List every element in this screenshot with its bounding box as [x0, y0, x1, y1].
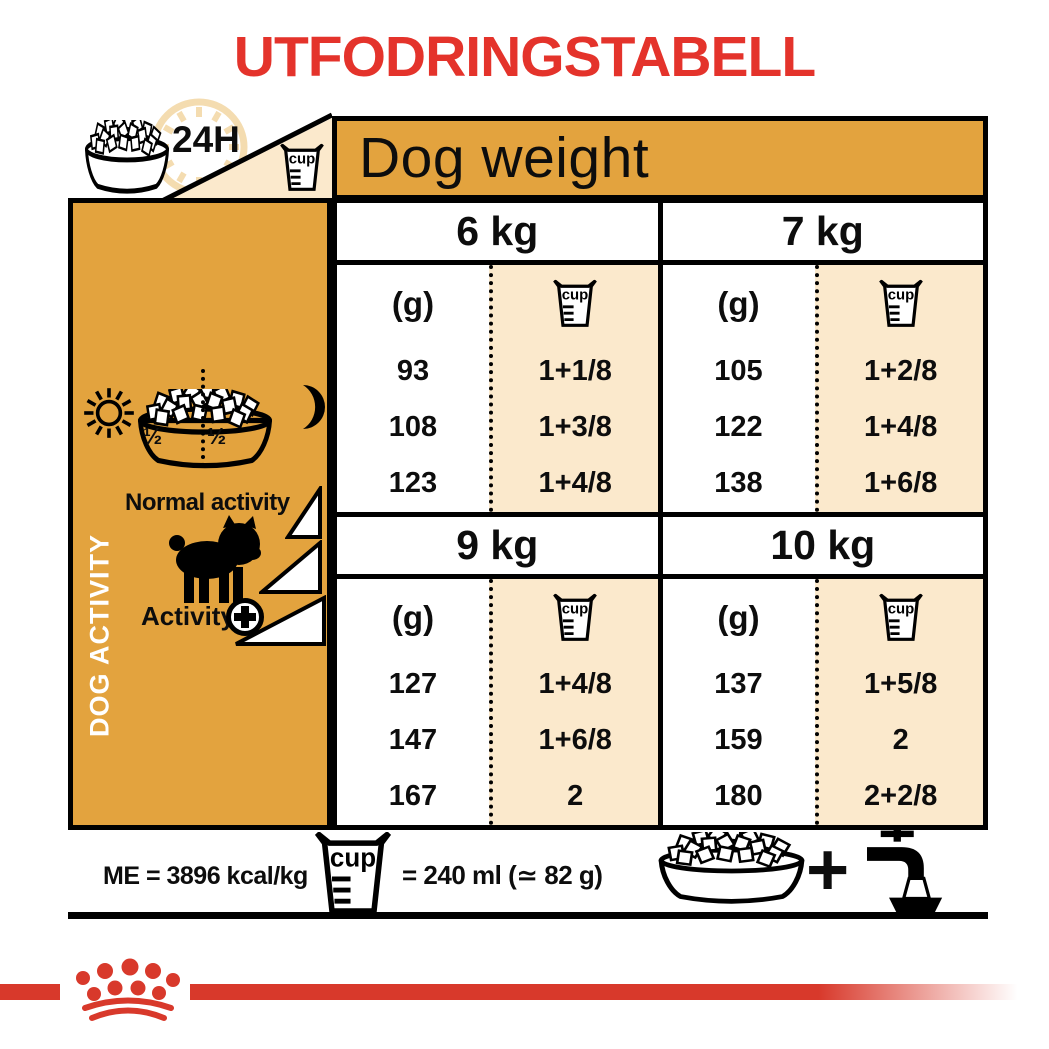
- cups-value: 1+4/8: [864, 410, 938, 443]
- dog-weight-band: Dog weight: [332, 116, 988, 200]
- cup-equivalence-label: = 240 ml (≃ 82 g): [402, 860, 603, 890]
- cups-value: 1+6/8: [538, 724, 612, 756]
- weight-header-10kg: 10 kg: [770, 521, 876, 568]
- page-title: UTFODRINGSTABELL: [233, 25, 816, 89]
- dog-activity-label: DOG ACTIVITY: [84, 533, 115, 737]
- table-cell-9kg: (g) 127 147 167 1+4/8 1+6/8 2: [337, 578, 663, 825]
- cups-value: 2: [567, 780, 584, 813]
- measuring-cup-icon: [313, 832, 393, 916]
- dog-activity-sidebar: ½ ½ DOG ACTIVITY Normal activity: [68, 198, 332, 830]
- weight-header-row: 9 kg 10 kg: [337, 516, 983, 579]
- dog-weight-label: Dog weight: [359, 126, 650, 190]
- half-ration-right: ½: [207, 423, 227, 449]
- measuring-cup-icon: [879, 279, 923, 329]
- grams-header: (g): [717, 598, 760, 636]
- duration-label: 24H: [172, 119, 240, 160]
- measuring-cup-icon: [553, 593, 597, 643]
- grams-value: 167: [388, 780, 438, 813]
- feeding-table: 6 kg 7 kg (g) 93 108 123 1+1/8 1+3/8 1+4…: [332, 198, 988, 830]
- weight-header-7kg: 7 kg: [781, 208, 864, 254]
- measuring-cup-icon: [280, 142, 324, 194]
- grams-value: 123: [388, 466, 438, 499]
- table-cell-7kg: (g) 105 122 138 1+2/8 1+4/8 1+6/8: [663, 265, 983, 512]
- grams-value: 108: [388, 410, 438, 443]
- normal-activity-label: Normal activity: [125, 489, 290, 516]
- weight-header-row: 6 kg 7 kg: [337, 203, 983, 265]
- cups-value: 2+2/8: [864, 780, 938, 813]
- grams-value: 137: [714, 668, 763, 700]
- footer-divider: [68, 912, 988, 919]
- table-cell-6kg: (g) 93 108 123 1+1/8 1+3/8 1+4/8: [337, 265, 663, 512]
- table-cell-10kg: (g) 137 159 180 1+5/8 2 2+2/8: [663, 578, 983, 825]
- table-section-9-10kg: (g) 127 147 167 1+4/8 1+6/8 2 (g) 137 15…: [337, 578, 983, 825]
- split-dotted-line: [201, 369, 205, 467]
- cups-value: 1+4/8: [538, 466, 612, 499]
- activity-plus-label: Activity: [141, 601, 235, 631]
- plus-sign: +: [806, 828, 850, 911]
- grams-value: 93: [396, 354, 430, 387]
- table-section-6-7kg: (g) 93 108 123 1+1/8 1+3/8 1+4/8 (g) 105…: [337, 265, 983, 517]
- grams-header: (g): [391, 285, 435, 322]
- sun-icon: [84, 388, 134, 438]
- grams-header: (g): [391, 598, 435, 636]
- brand-band: [0, 984, 1049, 1000]
- cups-value: 1+3/8: [538, 410, 612, 443]
- activity-level-3-icon: [235, 595, 326, 646]
- grams-value: 180: [714, 780, 763, 813]
- cups-value: 1+5/8: [864, 668, 938, 700]
- grams-value: 159: [714, 724, 763, 756]
- measuring-cup-icon: [879, 593, 923, 643]
- weight-header-9kg: 9 kg: [337, 516, 663, 574]
- weight-header-6kg: 6 kg: [337, 203, 663, 260]
- measuring-cup-icon: [553, 279, 597, 329]
- grams-header: (g): [717, 285, 760, 322]
- activity-plus-icon: [226, 598, 264, 636]
- half-ration-left: ½: [143, 423, 163, 449]
- moon-icon: [303, 385, 325, 429]
- grams-value: 122: [714, 410, 763, 443]
- grams-value: 147: [388, 724, 438, 756]
- water-tap-icon: [867, 827, 943, 915]
- cups-value: 1+4/8: [538, 668, 612, 700]
- cups-value: 1+2/8: [864, 354, 938, 387]
- royal-canin-crown-logo: [76, 958, 180, 1021]
- cups-value: 1+6/8: [864, 466, 938, 499]
- activity-level-2-icon: [259, 540, 322, 594]
- pug-silhouette-icon: [169, 515, 261, 603]
- grams-value: 138: [714, 466, 763, 499]
- cups-value: 2: [892, 724, 909, 756]
- grams-value: 127: [388, 668, 438, 700]
- activity-level-1-icon: [285, 486, 322, 539]
- grams-value: 105: [714, 354, 763, 387]
- food-bowl-icon: [650, 832, 813, 908]
- cups-value: 1+1/8: [538, 354, 612, 387]
- metabolizable-energy-label: ME = 3896 kcal/kg: [103, 862, 308, 890]
